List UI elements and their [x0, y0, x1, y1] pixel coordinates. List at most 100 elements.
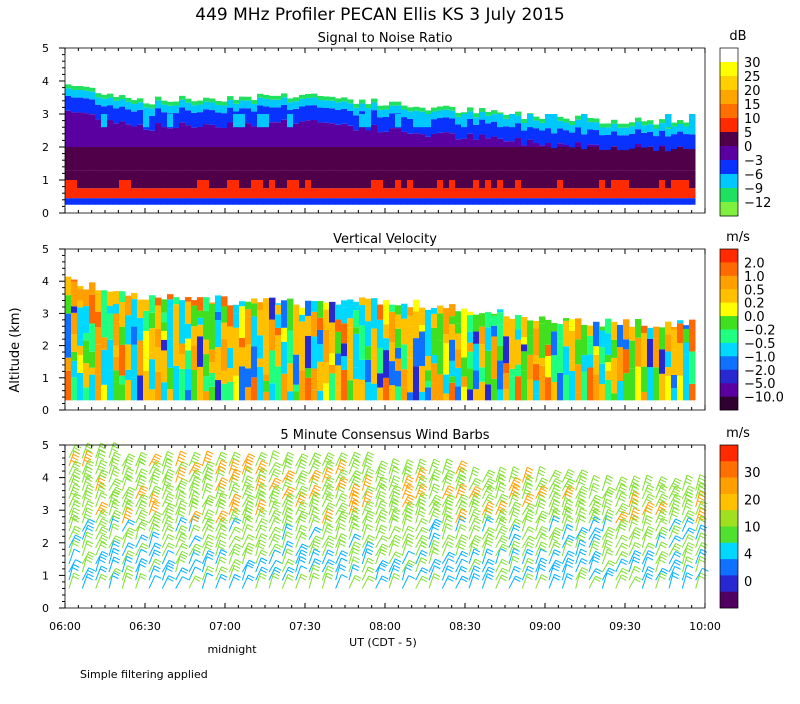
snr-cell [461, 188, 468, 198]
snr-cell [611, 124, 618, 132]
wind-barb-feather [328, 538, 334, 541]
vv-cell [383, 338, 390, 350]
wind-barb-feather [233, 487, 239, 490]
snr-cell [557, 147, 564, 170]
wind-barb-feather [193, 552, 199, 555]
colorbar-swatch [720, 330, 738, 344]
snr-cell [479, 170, 486, 188]
wind-barb-feather [352, 568, 358, 571]
wind-barb-feather [272, 497, 278, 500]
wind-barb-feather [606, 536, 612, 539]
snr-cell [245, 198, 252, 205]
wind-barb-feather [646, 576, 652, 579]
wind-barb-feather [502, 575, 508, 578]
wind-barb-feather [608, 570, 614, 573]
wind-barb-feather [594, 537, 600, 540]
snr-cell [443, 188, 450, 198]
wind-barb-feather [220, 540, 226, 543]
snr-cell [329, 147, 336, 170]
snr-cell [515, 180, 522, 190]
wind-barb-feather [433, 543, 439, 546]
wind-barb-feather [447, 544, 453, 547]
vv-cell [665, 322, 672, 335]
snr-cell [371, 103, 378, 111]
vv-cell [101, 385, 108, 401]
wind-barb-staff [642, 515, 646, 531]
wind-barb-feather [326, 471, 332, 474]
vv-cell [287, 391, 294, 400]
vv-cell [335, 365, 342, 381]
vv-cell [605, 371, 612, 380]
snr-cell [371, 147, 378, 170]
snr-cell [455, 117, 462, 125]
vv-cell [203, 354, 210, 376]
vv-cell [83, 333, 90, 340]
vv-cell [371, 299, 378, 329]
vv-cell [65, 358, 72, 371]
vv-cell [443, 393, 450, 400]
wind-barb-feather [634, 579, 640, 582]
wind-barb-feather [196, 544, 202, 547]
vv-cell [407, 327, 414, 335]
wind-barb-feather [566, 543, 572, 546]
vv-cell [371, 329, 378, 356]
wind-barb-feather [553, 536, 559, 539]
snr-cell [575, 127, 582, 142]
wind-barb-feather [152, 506, 158, 509]
wind-barb-feather [526, 515, 532, 518]
snr-cell [167, 106, 174, 114]
wind-barb-feather [378, 473, 384, 476]
wind-barb-staff [549, 516, 554, 531]
vv-cell [83, 340, 90, 349]
wind-barb-feather [181, 464, 187, 467]
wind-barb-feather [206, 544, 212, 547]
wind-barb-feather [328, 453, 334, 456]
vv-cell [539, 358, 546, 366]
wind-barb-feather [352, 466, 358, 469]
wind-barb-feather [662, 568, 668, 571]
vv-cell [161, 313, 168, 323]
vv-cell [209, 373, 216, 387]
vv-cell [335, 354, 342, 366]
wind-barb-feather [660, 479, 666, 482]
wind-barb-feather [74, 529, 80, 532]
wind-barb-feather [300, 536, 306, 539]
wind-barb-feather [569, 535, 575, 538]
wind-barb-staff [642, 507, 646, 523]
wind-barb-feather [180, 454, 186, 457]
wind-barb-feather [247, 525, 253, 528]
snr-cell [539, 130, 546, 145]
vv-cell [359, 380, 366, 400]
wind-barb-staff [282, 500, 287, 515]
snr-cell [299, 106, 306, 121]
snr-cell [527, 188, 534, 198]
wind-barb-feather [539, 483, 545, 486]
vv-cell [167, 338, 174, 368]
snr-cell [647, 198, 654, 205]
wind-barb-feather [381, 546, 387, 549]
wind-barb-feather [634, 569, 640, 572]
colorbar-swatch [720, 160, 738, 174]
snr-cell [569, 198, 576, 205]
snr-cell [449, 111, 456, 119]
wind-barb-feather [101, 472, 107, 475]
wind-barb-feather [554, 530, 560, 533]
wind-barb-feather [367, 561, 373, 564]
wind-barb-feather [395, 535, 401, 538]
snr-cell [323, 96, 330, 100]
wind-barb-feather [128, 551, 134, 554]
snr-cell [155, 198, 162, 205]
vv-cell [251, 316, 258, 346]
vv-cell [65, 277, 72, 295]
wind-barb-feather [153, 569, 159, 572]
wind-barb-feather [126, 536, 132, 539]
wind-barb-feather [138, 518, 144, 521]
snr-cell [329, 101, 336, 109]
vv-cell [89, 295, 96, 324]
snr-cell [629, 188, 636, 198]
snr-cell [563, 145, 570, 147]
vv-cell [611, 340, 618, 358]
vv-cell [119, 327, 126, 345]
wind-barb-feather [235, 559, 241, 562]
colorbar-label: 0 [744, 140, 752, 155]
